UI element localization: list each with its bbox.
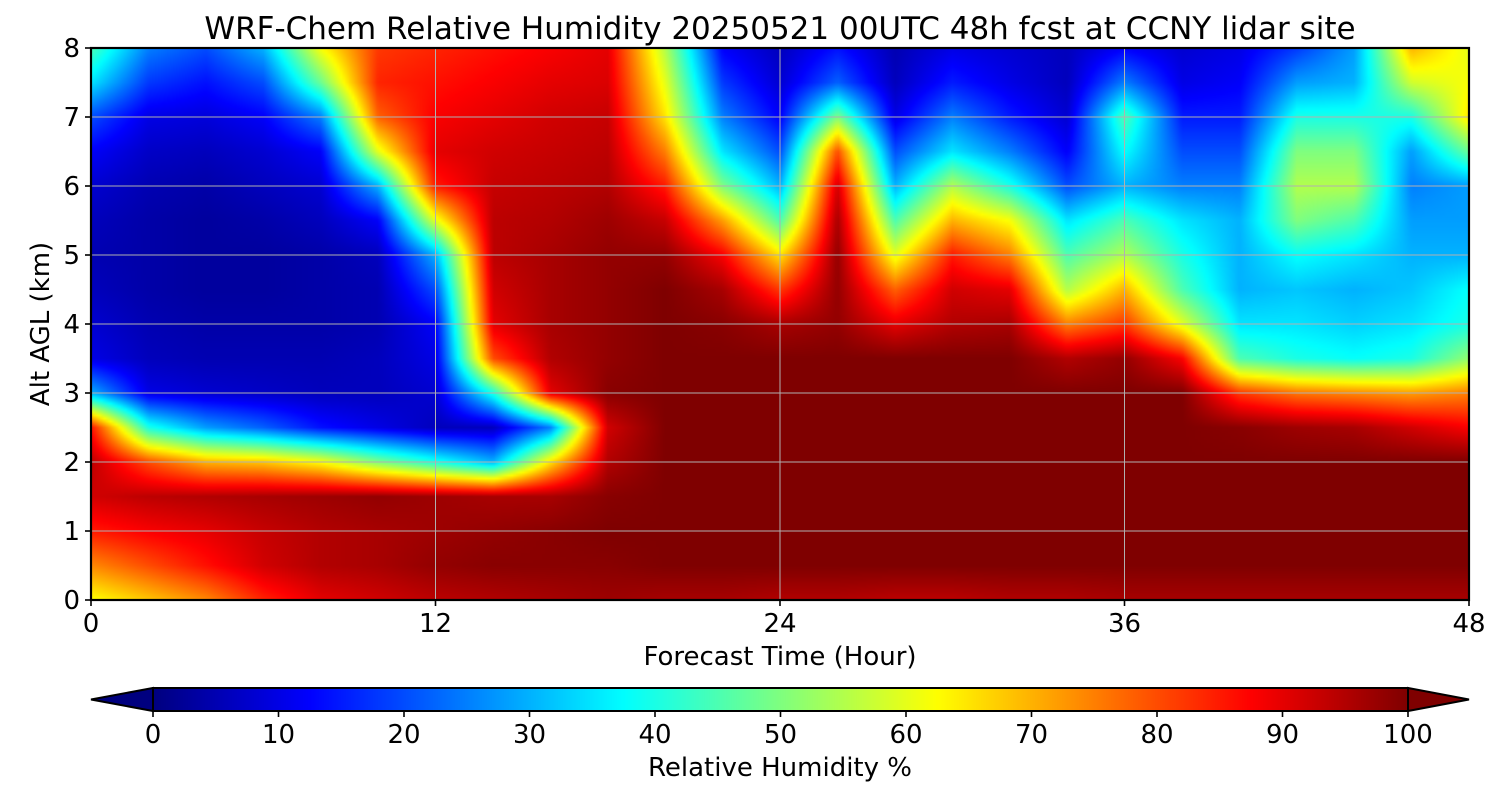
- colorbar-tick-label: 80: [1140, 720, 1173, 750]
- grid-lines: [91, 48, 1469, 600]
- colorbar-under-extension: [90, 686, 154, 713]
- x-tick-label: 0: [83, 609, 100, 639]
- plot-area: [89, 46, 1471, 602]
- y-tick-label: 5: [63, 241, 80, 271]
- x-tick-label: 48: [1452, 609, 1485, 639]
- colorbar-tick-label: 20: [387, 720, 420, 750]
- colorbar-tick-label: 100: [1383, 720, 1433, 750]
- y-axis-label: Alt AGL (km): [26, 242, 56, 406]
- colorbar: 0 10 20 30 40 50 60 70 80 90 100 Relative Humidity…: [90, 686, 1470, 783]
- colorbar-tick-label: 90: [1266, 720, 1299, 750]
- y-tick-label: 6: [63, 172, 80, 202]
- colorbar-tick-label: 0: [145, 720, 162, 750]
- colorbar-tick-label: 40: [638, 720, 671, 750]
- x-axis-ticks: 0 12 24 36 48: [83, 600, 1486, 639]
- y-tick-label: 1: [63, 517, 80, 547]
- colorbar-tick-label: 50: [764, 720, 797, 750]
- y-tick-label: 7: [63, 103, 80, 133]
- chart-title: WRF-Chem Relative Humidity 20250521 00UT…: [204, 11, 1355, 47]
- y-tick-label: 8: [63, 34, 80, 64]
- x-tick-label: 12: [419, 609, 452, 639]
- y-tick-label: 4: [63, 310, 80, 340]
- y-tick-label: 2: [63, 448, 80, 478]
- colorbar-tick-label: 60: [889, 720, 922, 750]
- y-axis-ticks: 0 1 2 3 4 5 6 7 8: [63, 34, 91, 616]
- y-tick-label: 3: [63, 379, 80, 409]
- x-axis-label: Forecast Time (Hour): [643, 642, 916, 672]
- x-tick-label: 24: [763, 609, 796, 639]
- colorbar-tick-label: 70: [1015, 720, 1048, 750]
- colorbar-ticks: 0 10 20 30 40 50 60 70 80 90 100: [145, 711, 1433, 750]
- x-tick-label: 36: [1108, 609, 1141, 639]
- colorbar-label: Relative Humidity %: [648, 753, 912, 783]
- colorbar-tick-label: 30: [513, 720, 546, 750]
- colorbar-tick-label: 10: [262, 720, 295, 750]
- colorbar-gradient: [153, 688, 1408, 711]
- colorbar-over-extension: [1407, 686, 1470, 713]
- y-tick-label: 0: [63, 586, 80, 616]
